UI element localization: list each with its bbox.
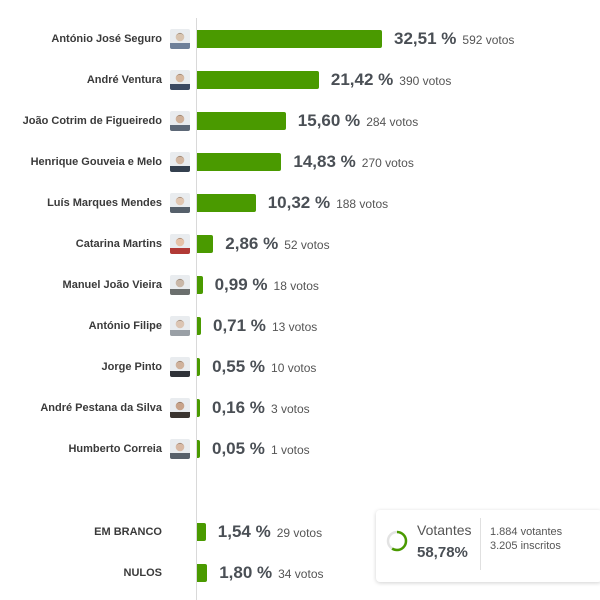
result-row: NULOS 1,80 % 34 votos bbox=[0, 558, 600, 588]
result-bar bbox=[197, 399, 200, 417]
candidate-photo bbox=[170, 152, 190, 172]
candidate-name: João Cotrim de Figueiredo bbox=[22, 115, 162, 127]
result-bar bbox=[197, 317, 201, 335]
result-row: Manuel João Vieira 0,99 % 18 votos bbox=[0, 270, 600, 300]
result-row: Jorge Pinto 0,55 % 10 votos bbox=[0, 352, 600, 382]
candidate-name: Jorge Pinto bbox=[101, 361, 162, 373]
result-bar bbox=[197, 440, 200, 458]
candidate-name: André Ventura bbox=[86, 74, 162, 86]
percent-label: 0,05 % 1 votos bbox=[212, 439, 310, 458]
result-row: Humberto Correia 0,05 % 1 votos bbox=[0, 434, 600, 464]
candidate-name: Luís Marques Mendes bbox=[47, 197, 162, 209]
percent-label: 32,51 % 592 votos bbox=[394, 29, 515, 48]
vote-count: 13 votos bbox=[271, 320, 318, 334]
candidate-photo bbox=[170, 398, 190, 418]
candidate-name: António José Seguro bbox=[51, 33, 162, 45]
vote-count: 29 votos bbox=[276, 526, 323, 540]
result-row: Luís Marques Mendes 10,32 % 188 votos bbox=[0, 188, 600, 218]
vote-count: 52 votos bbox=[284, 238, 330, 252]
percent-label: 0,55 % 10 votos bbox=[212, 357, 317, 376]
turnout-label: Votantes bbox=[417, 522, 472, 538]
percent-label: 14,83 % 270 votos bbox=[293, 152, 414, 171]
candidate-photo bbox=[170, 193, 190, 213]
percent-label: 0,16 % 3 votos bbox=[212, 398, 310, 417]
percent-label: 10,32 % 188 votos bbox=[267, 193, 389, 212]
result-bar bbox=[197, 523, 206, 541]
candidate-photo bbox=[170, 111, 190, 131]
vote-count: 1 votos bbox=[270, 443, 310, 457]
result-bar bbox=[197, 71, 319, 89]
candidate-photo bbox=[170, 234, 190, 254]
result-bar bbox=[197, 112, 286, 130]
candidate-name: António Filipe bbox=[88, 320, 162, 332]
percent-label: 0,99 % 18 votos bbox=[214, 275, 319, 294]
percent-label: 1,80 % 34 votos bbox=[219, 563, 324, 582]
percent-label: 2,86 % 52 votos bbox=[225, 234, 330, 253]
bar-axis-line bbox=[196, 18, 197, 600]
result-row: João Cotrim de Figueiredo 15,60 % 284 voto… bbox=[0, 106, 600, 136]
result-row: Catarina Martins 2,86 % 52 votos bbox=[0, 229, 600, 259]
candidate-name: EM BRANCO bbox=[94, 526, 162, 538]
turnout-registered: 3.205 inscritos bbox=[490, 540, 561, 552]
result-row: António José Seguro 32,51 % 592 votos bbox=[0, 24, 600, 54]
vote-count: 270 votos bbox=[361, 156, 414, 170]
percent-label: 0,71 % 13 votos bbox=[213, 316, 318, 335]
vote-count: 10 votos bbox=[271, 361, 317, 375]
result-bar bbox=[197, 194, 256, 212]
result-bar bbox=[197, 276, 203, 294]
vote-count: 34 votos bbox=[278, 567, 324, 581]
vote-count: 592 votos bbox=[462, 33, 515, 47]
candidate-photo bbox=[170, 316, 190, 336]
candidate-photo bbox=[170, 70, 190, 90]
result-row: EM BRANCO 1,54 % 29 votos bbox=[0, 517, 600, 547]
result-bar bbox=[197, 358, 201, 376]
turnout-divider bbox=[480, 518, 481, 570]
turnout-ring-icon bbox=[386, 530, 408, 552]
candidate-name: Henrique Gouveia e Melo bbox=[30, 156, 162, 168]
candidate-photo bbox=[170, 439, 190, 459]
turnout-voters: 1.884 votantes bbox=[490, 526, 563, 538]
percent-label: 21,42 % 390 votos bbox=[330, 70, 452, 89]
result-row: Henrique Gouveia e Melo 14,83 % 270 votos bbox=[0, 147, 600, 177]
vote-count: 390 votos bbox=[399, 74, 452, 88]
candidate-name: NULOS bbox=[123, 567, 163, 579]
candidate-name: Catarina Martins bbox=[75, 238, 162, 250]
candidate-name: André Pestana da Silva bbox=[40, 402, 162, 414]
result-bar bbox=[197, 30, 382, 48]
vote-count: 18 votos bbox=[273, 279, 319, 293]
result-row: André Ventura 21,42 % 390 votos bbox=[0, 65, 600, 95]
result-row: André Pestana da Silva 0,16 % 3 votos bbox=[0, 393, 600, 423]
turnout-percent: 58,78% bbox=[417, 544, 468, 561]
candidate-photo bbox=[170, 275, 190, 295]
percent-label: 15,60 % 284 votos bbox=[297, 111, 419, 130]
vote-count: 188 votos bbox=[336, 197, 389, 211]
result-bar bbox=[197, 153, 282, 171]
candidate-name: Humberto Correia bbox=[68, 443, 162, 455]
candidate-photo bbox=[170, 29, 190, 49]
candidate-name: Manuel João Vieira bbox=[62, 279, 162, 291]
percent-label: 1,54 % 29 votos bbox=[217, 522, 323, 541]
result-bar bbox=[197, 564, 208, 582]
result-bar bbox=[197, 235, 214, 253]
turnout-card: Votantes 58,78% 1.884 votantes 3.205 ins… bbox=[376, 510, 600, 582]
vote-count: 3 votos bbox=[270, 402, 310, 416]
candidate-photo bbox=[170, 357, 190, 377]
result-row: António Filipe 0,71 % 13 votos bbox=[0, 311, 600, 341]
vote-count: 284 votos bbox=[366, 115, 419, 129]
